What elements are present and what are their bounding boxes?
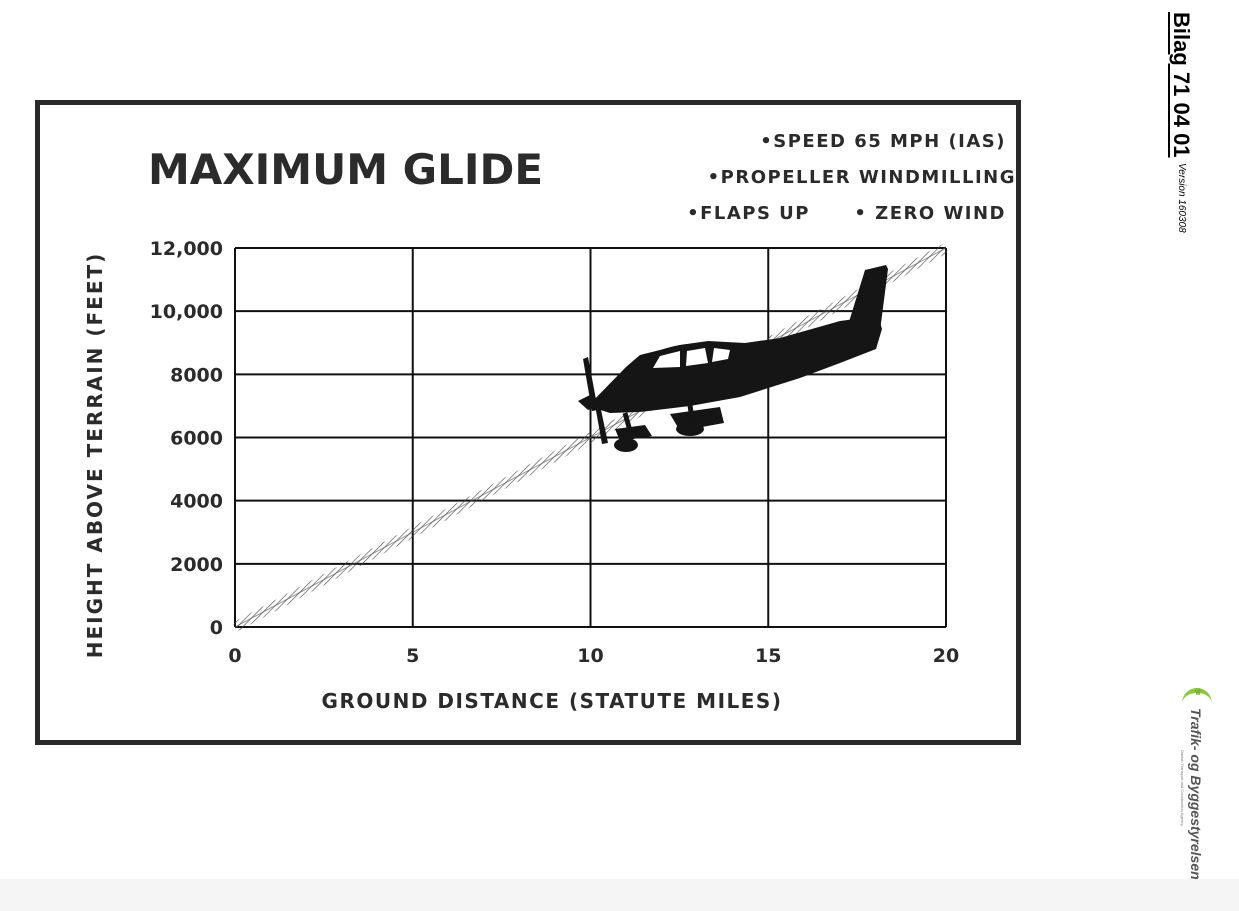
document-id: Bilag 71 04 01 Version 160308 [1168, 12, 1194, 232]
glide-line [232, 243, 949, 632]
x-tick-label: 20 [933, 645, 959, 667]
y-tick-label: 4000 [170, 491, 223, 513]
y-tick-label: 8000 [170, 364, 223, 386]
y-axis-label: HEIGHT ABOVE TERRAIN (FEET) [83, 252, 107, 659]
x-tick-label: 0 [228, 645, 241, 667]
chart-title: MAXIMUM GLIDE [148, 145, 543, 194]
glide-chart: GROUND DISTANCE (STATUTE MILES) HEIGHT A… [83, 131, 1016, 713]
logo-swoosh-icon [1182, 688, 1212, 719]
y-tick-label: 12,000 [150, 238, 223, 260]
y-tick-label: 2000 [170, 554, 223, 576]
glide-line-path [234, 247, 947, 628]
chart-panel: GROUND DISTANCE (STATUTE MILES) HEIGHT A… [35, 100, 1021, 745]
note-speed: •SPEED 65 MPH (IAS) [760, 131, 1006, 152]
page-bottom-strip [0, 879, 1239, 911]
x-axis-label: GROUND DISTANCE (STATUTE MILES) [322, 689, 783, 713]
note-propeller: •PROPELLER WINDMILLING [708, 167, 1016, 188]
airplane-silhouette [578, 265, 888, 452]
logo-subtext: Danish Transport and Construction Agency [1180, 750, 1185, 827]
axis-labels: GROUND DISTANCE (STATUTE MILES) HEIGHT A… [83, 238, 959, 713]
logo-text: Trafik- og Byggestyrelsen [1188, 708, 1204, 880]
x-tick-label: 5 [406, 645, 419, 667]
document-title: Bilag 71 04 01 [1169, 12, 1194, 158]
x-tick-label: 15 [755, 645, 781, 667]
y-tick-label: 10,000 [150, 301, 223, 323]
y-tick-label: 6000 [170, 428, 223, 450]
chart-header: MAXIMUM GLIDE •SPEED 65 MPH (IAS) •PROPE… [148, 131, 1016, 224]
note-wind: • ZERO WIND [854, 203, 1006, 224]
note-flaps: •FLAPS UP [687, 203, 810, 224]
logo-crown-icon: ♛ [1194, 688, 1203, 698]
agency-logo: ♛ Trafik- og Byggestyrelsen Danish Trans… [1180, 688, 1220, 888]
y-tick-label: 0 [210, 617, 223, 639]
x-tick-label: 10 [577, 645, 603, 667]
document-version: Version 160308 [1176, 162, 1187, 233]
